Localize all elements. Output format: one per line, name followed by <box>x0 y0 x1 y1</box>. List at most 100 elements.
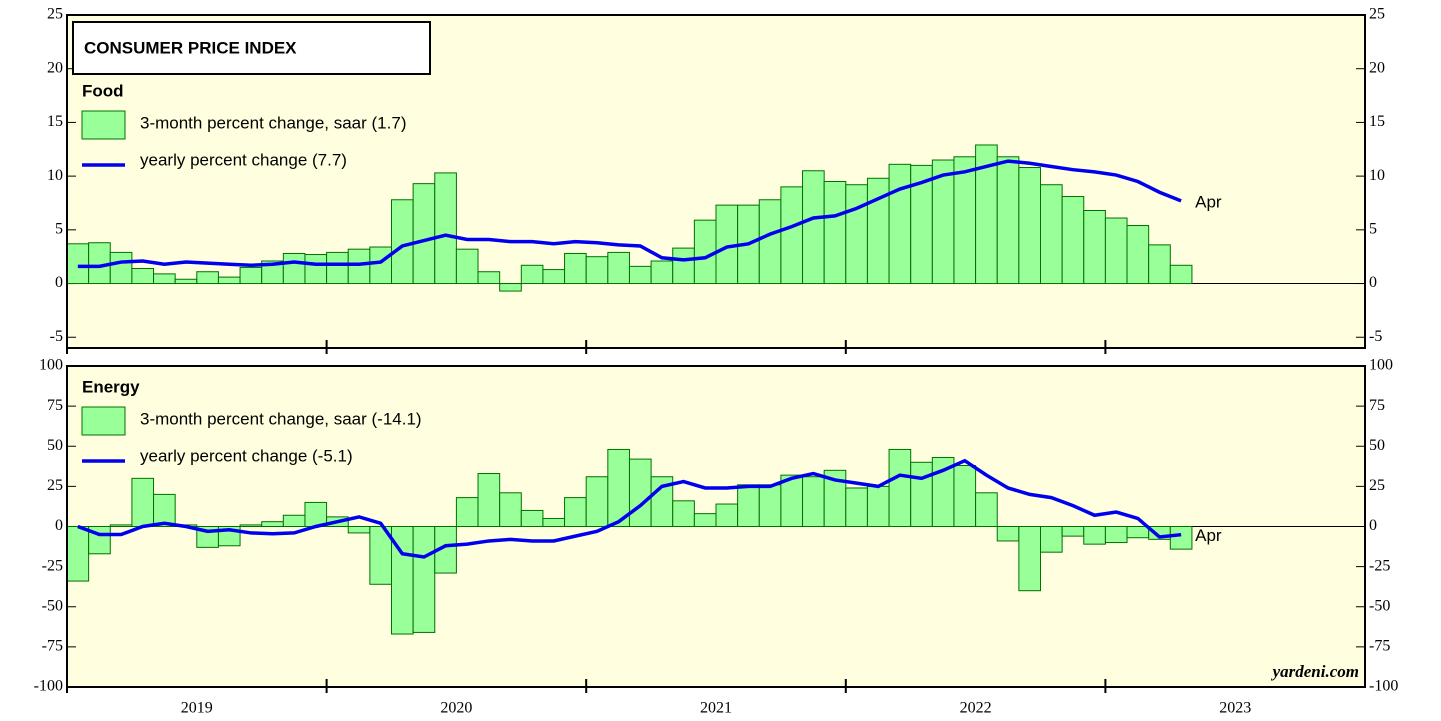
legend-label: 3-month percent change, saar (1.7) <box>140 113 406 132</box>
bar <box>802 476 825 527</box>
bar <box>1083 526 1106 545</box>
bar <box>1061 526 1085 537</box>
y-tick-label-right: 15 <box>1369 113 1385 130</box>
y-tick-label-right: -50 <box>1369 597 1390 614</box>
y-tick-label-right: 0 <box>1369 517 1377 534</box>
x-tick-label: 2020 <box>440 700 472 717</box>
bar <box>1040 184 1063 285</box>
bar <box>455 248 479 285</box>
bar <box>715 503 739 527</box>
bar <box>888 163 912 285</box>
bar <box>326 251 349 285</box>
y-tick-label: 5 <box>55 221 63 238</box>
bar <box>131 268 155 285</box>
bar <box>758 484 782 527</box>
bar <box>1104 217 1128 285</box>
title-box <box>72 21 431 75</box>
bar <box>996 526 1020 542</box>
bar <box>282 252 306 285</box>
frame <box>66 365 1366 688</box>
bar <box>520 509 544 528</box>
bar <box>910 461 933 527</box>
y-tick-label-right: 25 <box>1369 6 1385 23</box>
legend-label: 3-month percent change, saar (-14.1) <box>140 409 422 428</box>
y-tick-label-right: -100 <box>1369 678 1398 695</box>
y-tick-label: 50 <box>47 437 63 454</box>
bar <box>131 477 155 528</box>
bar <box>672 500 695 528</box>
bar <box>66 243 90 285</box>
bar <box>953 156 977 285</box>
line <box>77 458 1182 559</box>
bar <box>758 199 782 285</box>
bar <box>802 170 825 285</box>
bar <box>261 521 284 527</box>
y-tick-label-right: 100 <box>1369 357 1393 374</box>
bar <box>153 493 176 527</box>
bar <box>239 266 263 285</box>
bar <box>239 524 263 528</box>
y-tick-label: -75 <box>42 638 63 655</box>
y-tick-label: -25 <box>42 557 63 574</box>
bar <box>975 492 998 528</box>
bar <box>304 501 328 527</box>
bar <box>628 458 652 527</box>
bar <box>1169 264 1193 285</box>
bar <box>477 271 501 285</box>
bar <box>391 199 414 285</box>
bar <box>845 184 868 285</box>
bar <box>672 247 695 285</box>
bar <box>564 497 587 527</box>
bar <box>520 264 544 285</box>
bar <box>412 183 436 285</box>
bar <box>996 156 1020 285</box>
chart-title: CONSUMER PRICE INDEX <box>84 38 297 57</box>
annotation: Apr <box>1195 192 1222 211</box>
y-tick-label: 20 <box>47 59 63 76</box>
y-tick-label: 15 <box>47 113 63 130</box>
bar <box>347 526 371 534</box>
x-tick-label: 2021 <box>700 700 732 717</box>
bar <box>1104 526 1128 544</box>
bar <box>585 256 609 285</box>
bar <box>347 248 371 285</box>
y-tick-label: 25 <box>47 477 63 494</box>
subtitle: Food <box>82 81 124 100</box>
bar <box>866 485 890 527</box>
bar <box>628 265 652 285</box>
bar <box>1126 225 1150 285</box>
bar <box>109 524 133 528</box>
bar <box>412 526 436 633</box>
bar <box>153 273 176 285</box>
bar <box>304 254 328 285</box>
y-tick-label: -5 <box>50 328 63 345</box>
y-tick-label-right: 50 <box>1369 437 1385 454</box>
bar <box>585 476 609 527</box>
bar <box>1169 526 1193 550</box>
x-tick-label: 2023 <box>1219 700 1251 717</box>
legend-swatch <box>81 406 126 436</box>
line <box>77 159 1182 269</box>
y-tick-label: -50 <box>42 597 63 614</box>
bar <box>542 269 566 285</box>
x-tick-label: 2019 <box>181 700 213 717</box>
bar <box>1018 167 1041 285</box>
bar <box>607 251 630 285</box>
subtitle: Energy <box>82 377 140 396</box>
y-tick-label-right: 5 <box>1369 221 1377 238</box>
y-tick-label-right: 20 <box>1369 59 1385 76</box>
bar <box>693 513 717 527</box>
bar <box>196 271 219 285</box>
bar <box>1148 244 1171 285</box>
legend-label: yearly percent change (-5.1) <box>140 446 353 465</box>
y-tick-label-right: -25 <box>1369 557 1390 574</box>
y-tick-label: 0 <box>55 274 63 291</box>
bar <box>1040 526 1063 553</box>
bar <box>780 186 804 285</box>
y-tick-label-right: 10 <box>1369 167 1385 184</box>
bar <box>650 260 674 285</box>
y-tick-label-right: 75 <box>1369 397 1385 414</box>
bar <box>217 276 241 285</box>
legend-swatch <box>81 110 126 140</box>
